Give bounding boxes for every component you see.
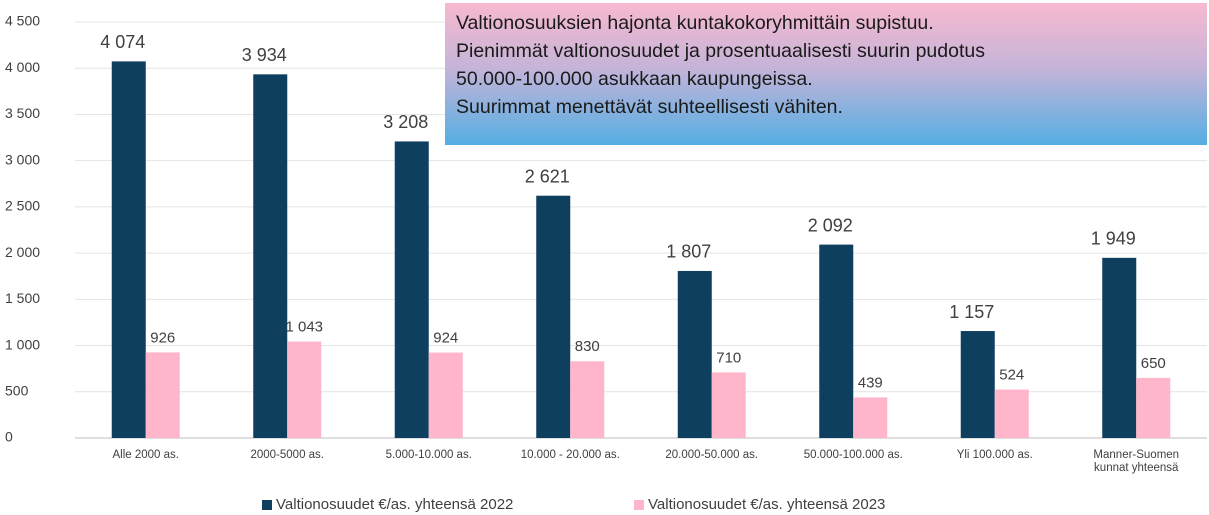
- y-tick-label: 4 500: [5, 13, 40, 29]
- y-tick-label: 3 500: [5, 105, 40, 121]
- bar: [711, 372, 746, 438]
- bar: [394, 141, 429, 438]
- bar: [428, 352, 463, 438]
- value-label: 3 208: [383, 112, 428, 132]
- value-label: 4 074: [100, 32, 145, 52]
- value-label: 830: [575, 338, 600, 355]
- annotation-text: Suurimmat menettävät suhteellisesti vähi…: [456, 96, 843, 118]
- bar: [994, 389, 1029, 438]
- value-label: 439: [858, 374, 883, 391]
- y-tick-label: 2 000: [5, 244, 40, 260]
- value-label: 1 807: [666, 242, 711, 262]
- bar: [960, 331, 995, 438]
- bar: [853, 397, 888, 438]
- x-tick-label: 50.000-100.000 as.: [803, 449, 903, 461]
- bar: [287, 341, 322, 438]
- x-tick-label-box: 5.000-10.000 as.: [385, 449, 472, 461]
- x-tick-label: Yli 100.000 as.: [956, 449, 1033, 461]
- x-tick-label-box: 50.000-100.000 as.: [803, 449, 903, 461]
- y-tick-label: 4 000: [5, 59, 40, 75]
- y-tick-label: 1 500: [5, 290, 40, 306]
- value-label: 3 934: [242, 45, 287, 65]
- value-label: 1 157: [949, 302, 994, 322]
- bar: [1136, 377, 1171, 438]
- value-label: 710: [716, 349, 741, 366]
- bar: [1102, 257, 1137, 438]
- bar: [145, 352, 180, 438]
- y-tick-label: 2 500: [5, 198, 40, 214]
- y-tick-label: 1 000: [5, 336, 40, 352]
- value-label: 926: [150, 329, 175, 346]
- value-label: 650: [1141, 355, 1166, 372]
- value-label: 524: [999, 367, 1024, 384]
- x-tick-label-box: 20.000-50.000 as.: [665, 449, 759, 461]
- x-tick-label: 10.000 - 20.000 as.: [520, 449, 620, 461]
- annotation-box: [445, 3, 1207, 145]
- bar: [819, 244, 854, 438]
- annotation-text: Valtionosuuksien hajonta kuntakokoryhmit…: [456, 12, 934, 34]
- bar: [536, 195, 571, 438]
- x-tick-label-box: Alle 2000 as.: [112, 449, 180, 461]
- value-label: 1 043: [285, 319, 323, 336]
- value-label: 2 621: [525, 166, 570, 186]
- x-tick-label-box: 2000-5000 as.: [250, 449, 325, 461]
- y-tick-label: 3 000: [5, 151, 40, 167]
- bar: [111, 61, 146, 438]
- x-tick-label: Alle 2000 as.: [112, 449, 180, 461]
- value-label: 924: [433, 330, 458, 347]
- y-tick-label: 500: [5, 382, 29, 398]
- legend-label: Valtionosuudet €/as. yhteensä 2023: [648, 496, 885, 513]
- legend-swatch: [634, 500, 644, 510]
- x-tick-label-box: Manner-Suomen kunnat yhteensä: [1093, 449, 1180, 474]
- x-tick-label-box: 10.000 - 20.000 as.: [520, 449, 620, 461]
- annotation-text: Pienimmät valtionosuudet ja prosentuaali…: [456, 40, 985, 62]
- x-tick-label-box: Yli 100.000 as.: [956, 449, 1033, 461]
- x-tick-label: Manner-Suomen kunnat yhteensä: [1093, 449, 1180, 474]
- x-tick-label: 2000-5000 as.: [250, 449, 325, 461]
- value-label: 1 949: [1091, 229, 1136, 249]
- x-tick-label: 20.000-50.000 as.: [665, 449, 759, 461]
- y-tick-label: 0: [5, 429, 13, 445]
- bar: [253, 74, 288, 439]
- x-tick-label: 5.000-10.000 as.: [385, 449, 472, 461]
- legend-swatch: [262, 500, 272, 510]
- annotation-text: 50.000-100.000 asukkaan kaupungeissa.: [456, 68, 813, 90]
- bar: [677, 270, 712, 438]
- value-label: 2 092: [808, 215, 853, 235]
- legend-label: Valtionosuudet €/as. yhteensä 2022: [276, 496, 513, 513]
- bar: [570, 361, 605, 438]
